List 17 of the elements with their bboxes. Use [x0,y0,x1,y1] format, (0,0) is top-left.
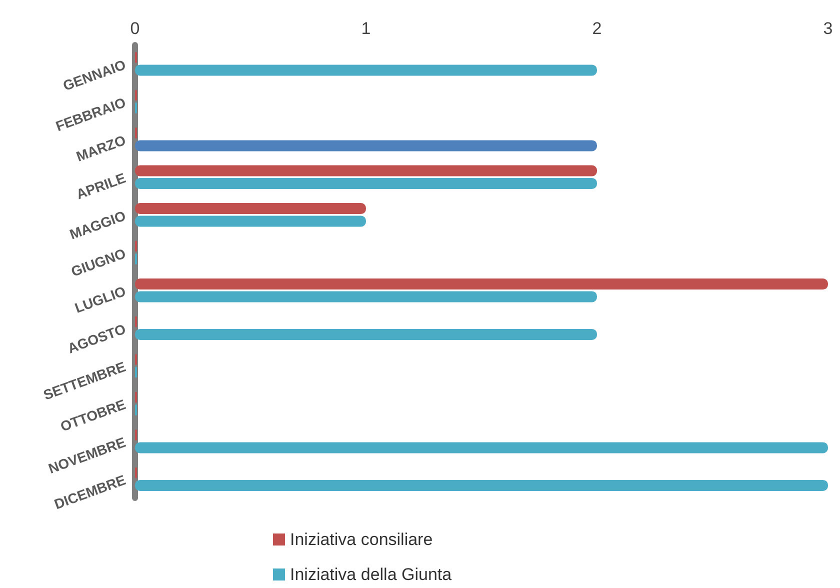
bar [135,278,828,290]
bar [135,165,597,176]
x-tick-label: 3 [823,19,833,38]
bar [135,291,597,302]
bar [135,328,597,340]
x-tick-label: 2 [592,19,602,38]
x-tick-label: 1 [361,19,371,38]
bar [135,216,366,227]
bar [135,178,597,189]
x-tick-label: 0 [130,19,140,38]
bar [135,480,828,491]
bar [135,64,597,76]
bar [135,442,828,454]
legend-label: Iniziativa consiliare [290,530,433,549]
bar [135,140,597,152]
bar [135,203,366,214]
legend-label: Iniziativa della Giunta [290,565,452,584]
